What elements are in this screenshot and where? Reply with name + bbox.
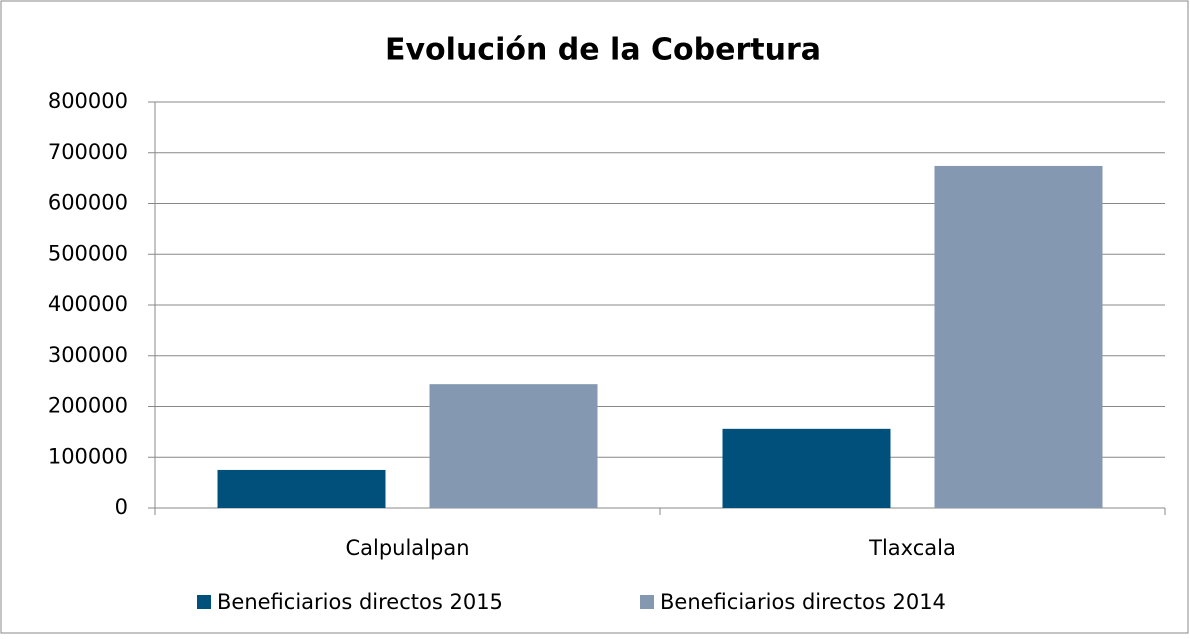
y-tick-label: 100000 — [48, 444, 128, 468]
bar — [722, 428, 891, 508]
legend-swatch — [197, 595, 211, 609]
bar — [934, 165, 1103, 508]
legend-label: Beneficiarios directos 2014 — [660, 590, 946, 614]
y-tick-label: 600000 — [48, 191, 128, 215]
y-tick-label: 800000 — [48, 89, 128, 113]
chart-title: Evolución de la Cobertura — [385, 33, 821, 68]
bar — [429, 384, 598, 508]
y-tick-label: 300000 — [48, 343, 128, 367]
y-tick-label: 400000 — [48, 292, 128, 316]
y-tick-label: 500000 — [48, 241, 128, 265]
x-tick-label: Calpulalpan — [345, 536, 469, 560]
x-tick-label: Tlaxcala — [868, 536, 956, 560]
bar — [217, 469, 386, 508]
legend-swatch — [640, 595, 654, 609]
y-tick-label: 200000 — [48, 394, 128, 418]
y-tick-label: 0 — [115, 495, 128, 519]
y-tick-label: 700000 — [48, 140, 128, 164]
legend-label: Beneficiarios directos 2015 — [217, 590, 503, 614]
